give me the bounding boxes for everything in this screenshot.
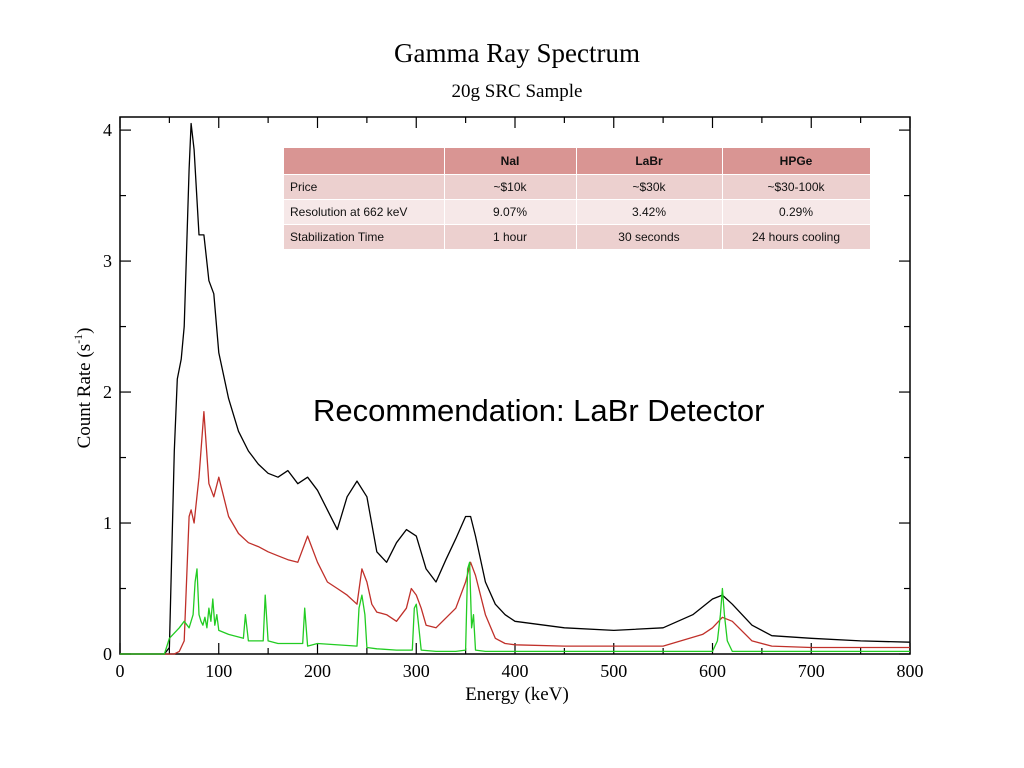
table-row-price: Price ~$10k ~$30k ~$30-100k (284, 174, 871, 200)
chart-subtitle: 20g SRC Sample (452, 81, 583, 102)
axis-ticks: 0 100 200 300 400 500 600 700 800 0 1 2 3 4 (103, 117, 924, 681)
table-cell: 0.29% (722, 199, 871, 225)
x-tick-label: 200 (304, 661, 331, 681)
y-tick-label: 0 (103, 644, 112, 664)
series-line-black (120, 122, 911, 655)
series-layer (120, 122, 911, 655)
x-tick-label: 100 (205, 661, 232, 681)
table-header-blank (284, 148, 445, 175)
x-axis-label: Energy (keV) (465, 684, 569, 705)
table-row-stabilization: Stabilization Time 1 hour 30 seconds 24 … (284, 224, 871, 250)
chart-title: Gamma Ray Spectrum (394, 38, 640, 68)
y-axis-label-main: Count Rate (s (74, 344, 95, 449)
table-header-row: NaI LaBr HPGe (284, 148, 871, 175)
x-tick-label: 0 (116, 661, 125, 681)
table-header-labr: LaBr (576, 148, 723, 175)
table-cell: Price (284, 174, 445, 200)
y-tick-label: 1 (103, 513, 112, 533)
x-tick-label: 400 (502, 661, 529, 681)
table-header-hpge: HPGe (722, 148, 871, 175)
table-cell: ~$30k (576, 174, 723, 200)
x-tick-label: 600 (699, 661, 726, 681)
table-header-nai: NaI (444, 148, 577, 175)
table-cell: 1 hour (444, 224, 577, 250)
y-axis-label-superscript: -1 (71, 334, 85, 344)
y-tick-label: 3 (103, 251, 112, 271)
detector-comparison-table: NaI LaBr HPGe Price ~$10k ~$30k ~$30-100… (284, 148, 871, 250)
series-line-red (120, 411, 910, 655)
table-cell: 9.07% (444, 199, 577, 225)
y-tick-label: 4 (103, 120, 112, 140)
table-cell: Stabilization Time (284, 224, 445, 250)
table-cell: 24 hours cooling (722, 224, 871, 250)
table-row-resolution: Resolution at 662 keV 9.07% 3.42% 0.29% (284, 199, 871, 225)
table-cell: Resolution at 662 keV (284, 199, 445, 225)
table-cell: 3.42% (576, 199, 723, 225)
x-tick-label: 300 (403, 661, 430, 681)
recommendation-text: Recommendation: LaBr Detector (313, 393, 765, 428)
y-axis-label: Count Rate (s-1) (71, 328, 95, 449)
table-cell: 30 seconds (576, 224, 723, 250)
x-tick-label: 700 (798, 661, 825, 681)
x-tick-label: 500 (600, 661, 627, 681)
series-line-green (120, 561, 910, 655)
table-cell: ~$10k (444, 174, 577, 200)
x-tick-label: 800 (897, 661, 924, 681)
y-tick-label: 2 (103, 382, 112, 402)
table-cell: ~$30-100k (722, 174, 871, 200)
y-axis-label-close: ) (74, 328, 95, 334)
